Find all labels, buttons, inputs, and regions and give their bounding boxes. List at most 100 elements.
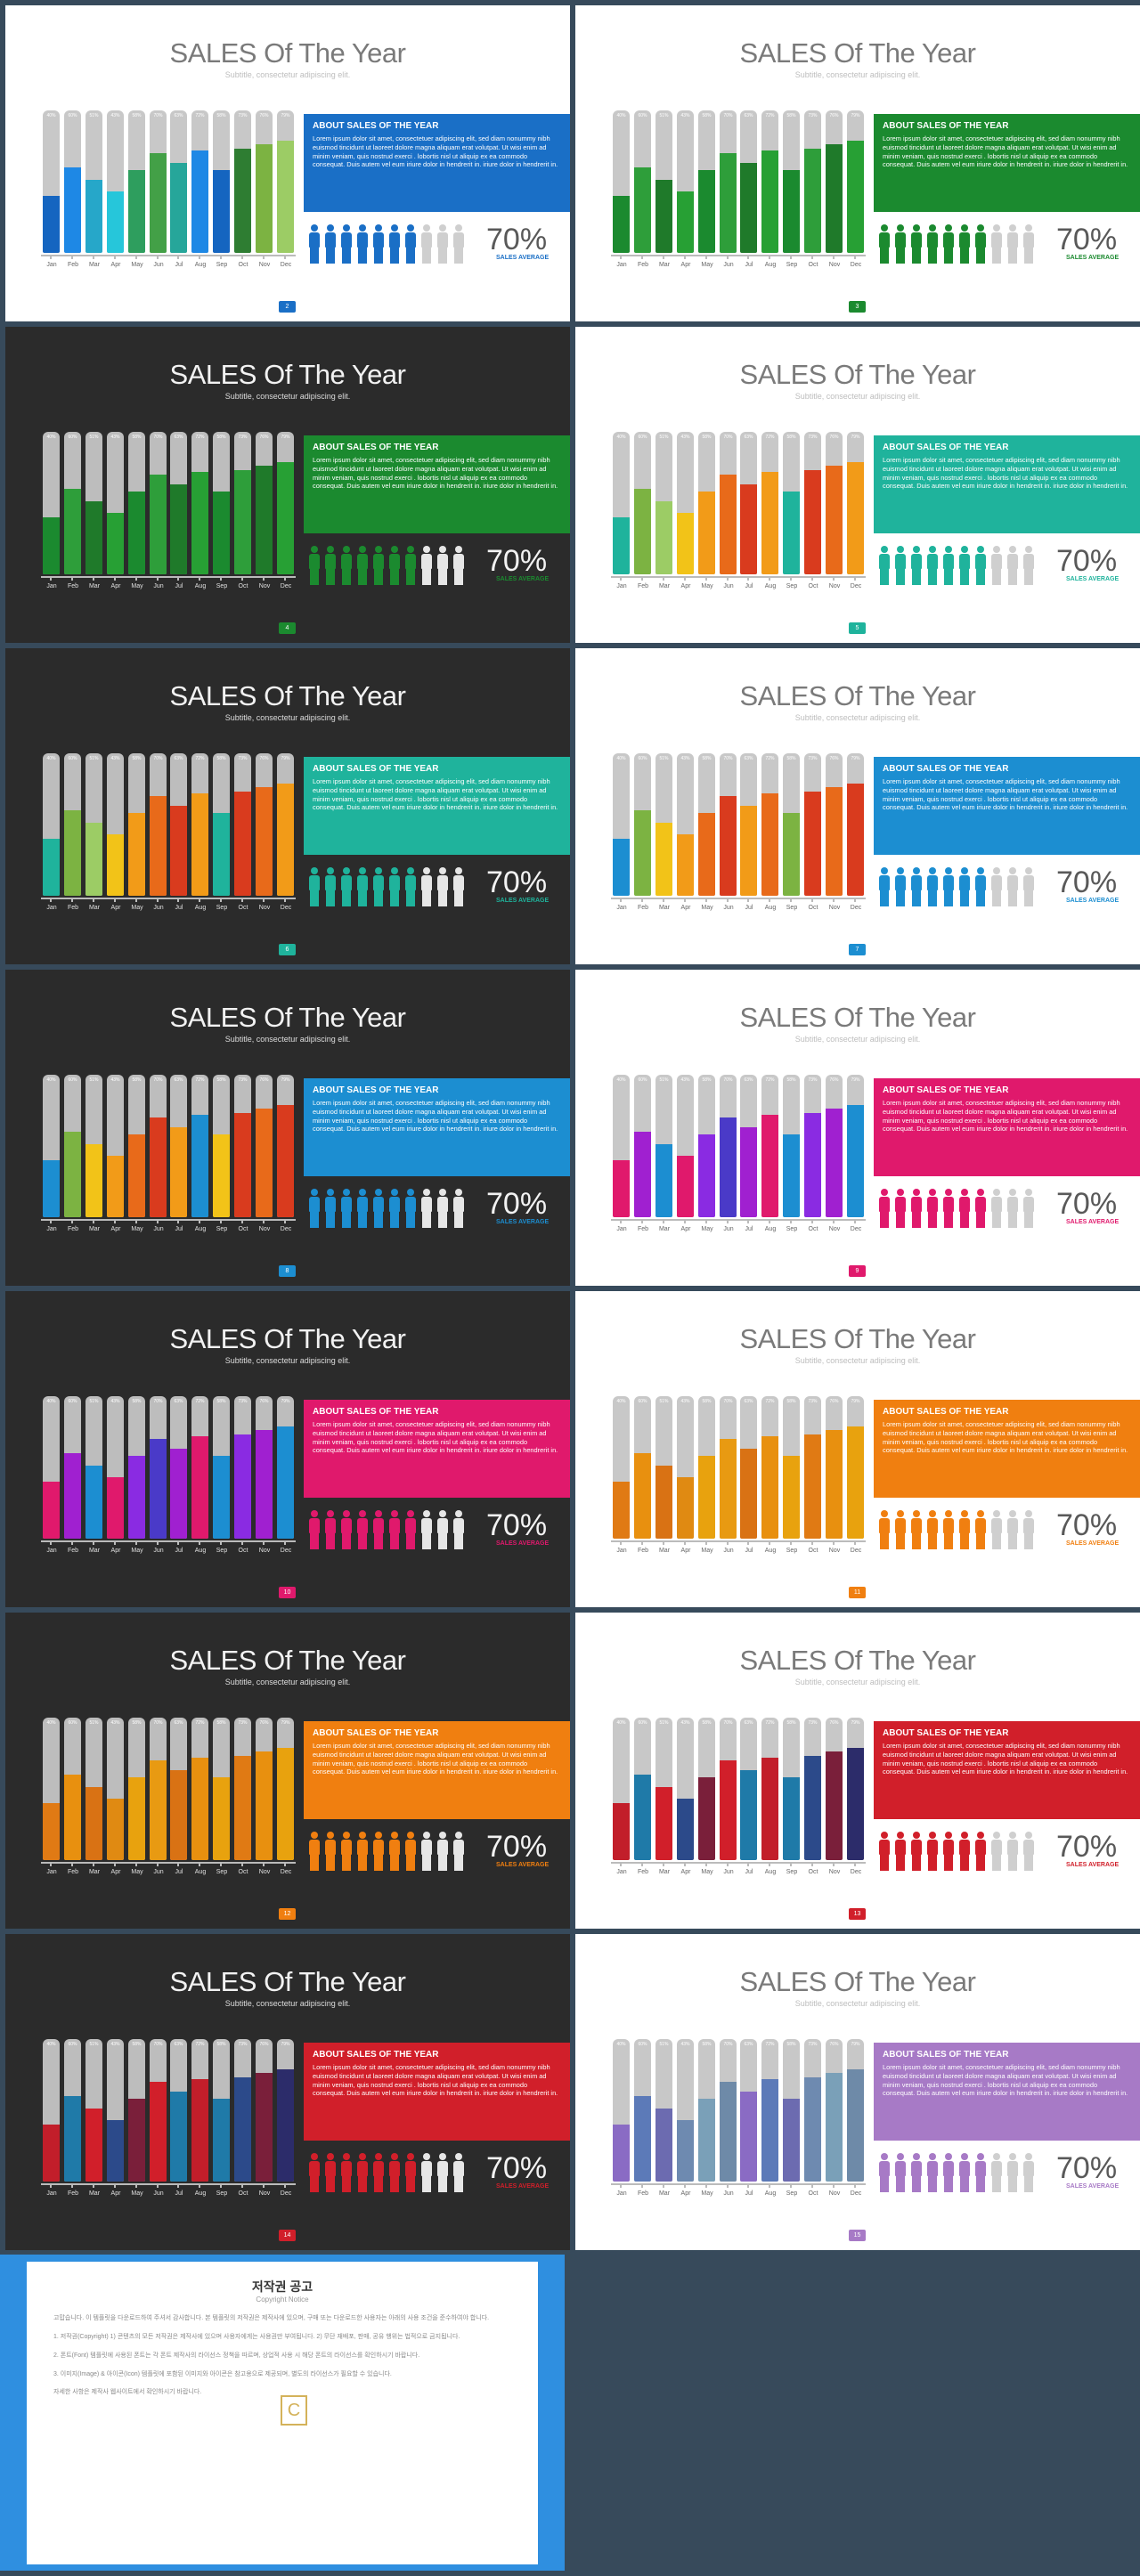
chart-category-label: Jun	[723, 905, 734, 911]
chart-category-label: Oct	[238, 262, 248, 268]
chart-bar: 79%	[277, 2039, 294, 2182]
chart-category-label: Oct	[238, 2190, 248, 2197]
chart-bar-value-label: 51%	[89, 113, 99, 118]
chart-bar-value-label: 60%	[68, 756, 77, 761]
chart-tick	[93, 1862, 94, 1866]
chart-bar-value-label: 43%	[110, 435, 120, 440]
chart-tick	[641, 1862, 643, 1866]
chart-category-label: Mar	[88, 583, 101, 589]
person-icon-filled	[910, 546, 923, 585]
chart-bar-value-label: 76%	[259, 1720, 269, 1726]
chart-bar-value-label: 43%	[680, 1399, 690, 1404]
sales-average-label: SALES AVERAGE	[1066, 1219, 1120, 1225]
chart-bar-fill	[656, 1787, 672, 1860]
chart-bar: 60%	[64, 753, 81, 896]
copyright-paragraph: 1. 저작권(Copyright) 1) 콘텐츠의 모든 저작권은 제작사에 있…	[53, 2333, 460, 2340]
chart-bar: 76%	[826, 2039, 843, 2182]
chart-tick	[747, 2183, 749, 2188]
person-icon-filled	[974, 1510, 987, 1549]
chart-bar-fill	[64, 810, 81, 896]
chart-bar-value-label: 70%	[723, 113, 733, 118]
chart-category-label: Apr	[680, 1226, 691, 1232]
chart-bar: 79%	[277, 1718, 294, 1860]
chart-bar-fill	[256, 466, 273, 574]
chart-bar-fill	[613, 839, 630, 896]
chart-category-label: Jun	[723, 1869, 734, 1875]
sales-percent: 70%	[486, 865, 548, 899]
chart-category-label: Jun	[723, 1548, 734, 1554]
chart-bar: 60%	[634, 432, 651, 574]
chart-bar-value-label: 40%	[616, 435, 626, 440]
chart-category-label: Jan	[616, 1869, 627, 1875]
chart-bar: 43%	[677, 1075, 694, 1217]
person-icon-empty	[436, 2153, 449, 2192]
person-icon-filled	[324, 1832, 337, 1871]
chart-bar-value-label: 76%	[259, 2042, 269, 2047]
chart-category-label: Jul	[745, 1226, 753, 1232]
chart-bar-value-label: 58%	[132, 2042, 142, 2047]
chart-category-label: Oct	[238, 1548, 248, 1554]
person-icon-empty	[420, 867, 433, 906]
chart-tick	[747, 1219, 749, 1223]
chart-tick	[790, 576, 792, 581]
chart-bar-fill	[234, 1756, 251, 1860]
chart-tick	[833, 576, 835, 581]
person-icon-empty	[1006, 1189, 1019, 1228]
person-icon-empty	[436, 1510, 449, 1549]
chart-tick	[284, 255, 286, 259]
chart-bar: 60%	[64, 110, 81, 253]
people-infographic	[878, 1832, 1056, 1871]
chart-bar-value-label: 43%	[110, 1720, 120, 1726]
info-panel-title: ABOUT SALES OF THE YEAR	[313, 1407, 439, 1417]
chart-bar: 43%	[677, 1396, 694, 1539]
chart-category-label: Mar	[658, 1869, 671, 1875]
chart-bar-value-label: 79%	[851, 756, 860, 761]
chart-bar: 60%	[64, 1075, 81, 1217]
chart-bar: 58%	[783, 2039, 800, 2182]
chart-bar-value-label: 43%	[680, 435, 690, 440]
chart-category-label: Nov	[828, 583, 841, 589]
chart-category-label: May	[131, 1548, 143, 1554]
chart-bar: 73%	[804, 2039, 821, 2182]
chart-bar: 76%	[826, 1075, 843, 1217]
chart-bar-fill	[128, 813, 145, 896]
chart-tick	[177, 1862, 179, 1866]
chart-bar-fill	[740, 2092, 757, 2182]
chart-tick	[241, 898, 243, 902]
chart-tick	[684, 898, 686, 902]
chart-bar-fill	[213, 1777, 230, 1860]
chart-category-label: Sep	[216, 262, 228, 268]
bar-chart: 40% Jan 60% Feb 51% Mar 43% Apr 58% May 70% Jun 63% J…	[41, 432, 296, 589]
chart-bar: 70%	[150, 1396, 167, 1539]
chart-bar: 43%	[107, 110, 124, 253]
copyright-paragraph: 2. 폰트(Font) 템플릿에 사용된 폰트는 각 폰트 제작사의 라이선스 …	[53, 2352, 420, 2359]
chart-bar-value-label: 40%	[616, 1077, 626, 1083]
chart-bar-value-label: 58%	[786, 435, 796, 440]
chart-bar-fill	[64, 167, 81, 253]
chart-tick	[71, 1219, 73, 1223]
chart-bar-value-label: 40%	[46, 1077, 56, 1083]
chart-category-label: Mar	[88, 905, 101, 911]
chart-category-label: Apr	[110, 1869, 121, 1875]
chart-bar-value-label: 40%	[616, 756, 626, 761]
slide-title: SALES Of The Year	[739, 37, 976, 69]
chart-bar: 79%	[847, 432, 864, 574]
chart-bar-value-label: 60%	[638, 113, 647, 118]
chart-category-label: Dec	[850, 1548, 862, 1554]
chart-bar-value-label: 51%	[659, 113, 669, 118]
chart-category-label: Jun	[153, 2190, 164, 2197]
chart-bar-value-label: 43%	[110, 2042, 120, 2047]
chart-bar-value-label: 63%	[744, 1077, 753, 1083]
chart-category-label: Jan	[46, 1548, 57, 1554]
chart-category-label: Dec	[850, 262, 862, 268]
chart-bar: 63%	[740, 432, 757, 574]
chart-bar-fill	[213, 813, 230, 896]
person-icon-empty	[990, 2153, 1003, 2192]
brand-logo-icon: C	[281, 2395, 307, 2426]
chart-bar-fill	[277, 783, 294, 896]
chart-bar-fill	[277, 1747, 294, 1860]
chart-bar-fill	[698, 492, 715, 574]
person-icon-filled	[404, 1189, 417, 1228]
chart-bar-fill	[191, 1435, 208, 1539]
chart-bar-value-label: 70%	[723, 2042, 733, 2047]
